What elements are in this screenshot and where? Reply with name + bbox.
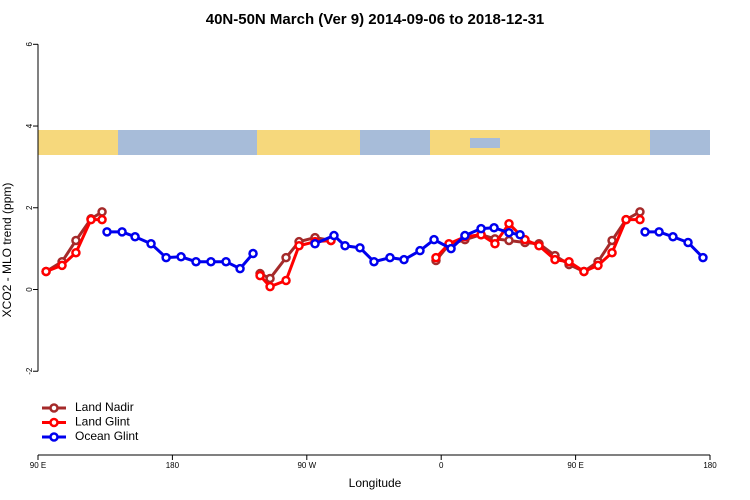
data-point [429,234,439,245]
data-point [57,260,67,271]
data-point [71,247,81,258]
x-tick-label: 180 [166,461,180,470]
x-axis-label: Longitude [349,476,402,490]
data-point [248,248,258,259]
data-point [476,223,486,234]
x-tick-label: 90 E [30,461,46,470]
data-point [310,238,320,249]
y-axis-label: XCO2 - MLO trend (ppm) [0,183,14,318]
map-land [38,130,118,155]
data-point [329,230,339,241]
legend-label: Land Glint [75,415,130,429]
data-point [607,247,617,258]
data-point [460,230,470,241]
data-point [504,218,514,229]
x-tick-label: 90 E [567,461,583,470]
data-point [635,214,645,225]
legend-marker [49,417,59,428]
y-tick-label: 2 [25,205,34,210]
legend-label: Land Nadir [75,400,134,414]
data-point [191,256,201,267]
data-point [621,214,631,225]
data-point [640,227,650,237]
data-point [176,252,186,262]
legend-marker [49,403,59,413]
data-point [255,270,265,281]
data-point [294,241,304,251]
data-point [579,266,589,277]
data-point [281,275,291,286]
data-point [221,256,231,267]
map-strip [38,130,710,155]
x-tick-label: 0 [439,461,444,470]
data-point [654,227,664,237]
data-point [86,214,96,225]
map-land [257,130,360,155]
data-point [607,235,617,246]
data-point [504,235,514,246]
data-point [385,252,395,263]
chart-title: 40N-50N March (Ver 9) 2014-09-06 to 2018… [206,11,545,28]
y-tick-label: -2 [25,367,34,375]
y-tick-label: 0 [25,287,34,292]
data-point [265,281,275,292]
data-point [399,254,409,265]
data-point [235,263,245,274]
data-point [635,207,645,217]
map-sea [470,138,500,148]
data-point [71,235,81,246]
y-tick-label: 4 [25,123,34,128]
data-point [515,229,525,240]
data-point [340,241,350,251]
x-tick-label: 180 [703,461,717,470]
data-point [281,252,291,263]
data-point [431,252,441,263]
data-point [446,243,456,254]
data-point [102,227,112,237]
data-point [97,207,107,217]
map-land [430,130,650,155]
data-point [355,243,365,253]
data-point [265,273,275,284]
data-point [534,241,544,251]
data-point [41,266,51,277]
data-point [117,227,127,237]
data-point [161,252,171,263]
data-point [415,245,425,256]
data-point [146,238,156,249]
legend-marker [49,432,59,442]
data-point [97,214,107,225]
data-point [593,260,603,271]
data-point [504,227,514,238]
x-tick-label: 90 W [297,461,316,470]
data-point [130,232,140,242]
data-point [490,238,500,249]
data-point [683,237,693,248]
data-point [668,232,678,242]
data-point [564,256,574,267]
legend-label: Ocean Glint [75,429,139,443]
data-point [698,252,708,263]
data-point [550,254,560,265]
data-point [369,256,379,267]
y-tick-label: 6 [25,42,34,47]
data-point [489,223,499,233]
data-point [206,256,216,267]
